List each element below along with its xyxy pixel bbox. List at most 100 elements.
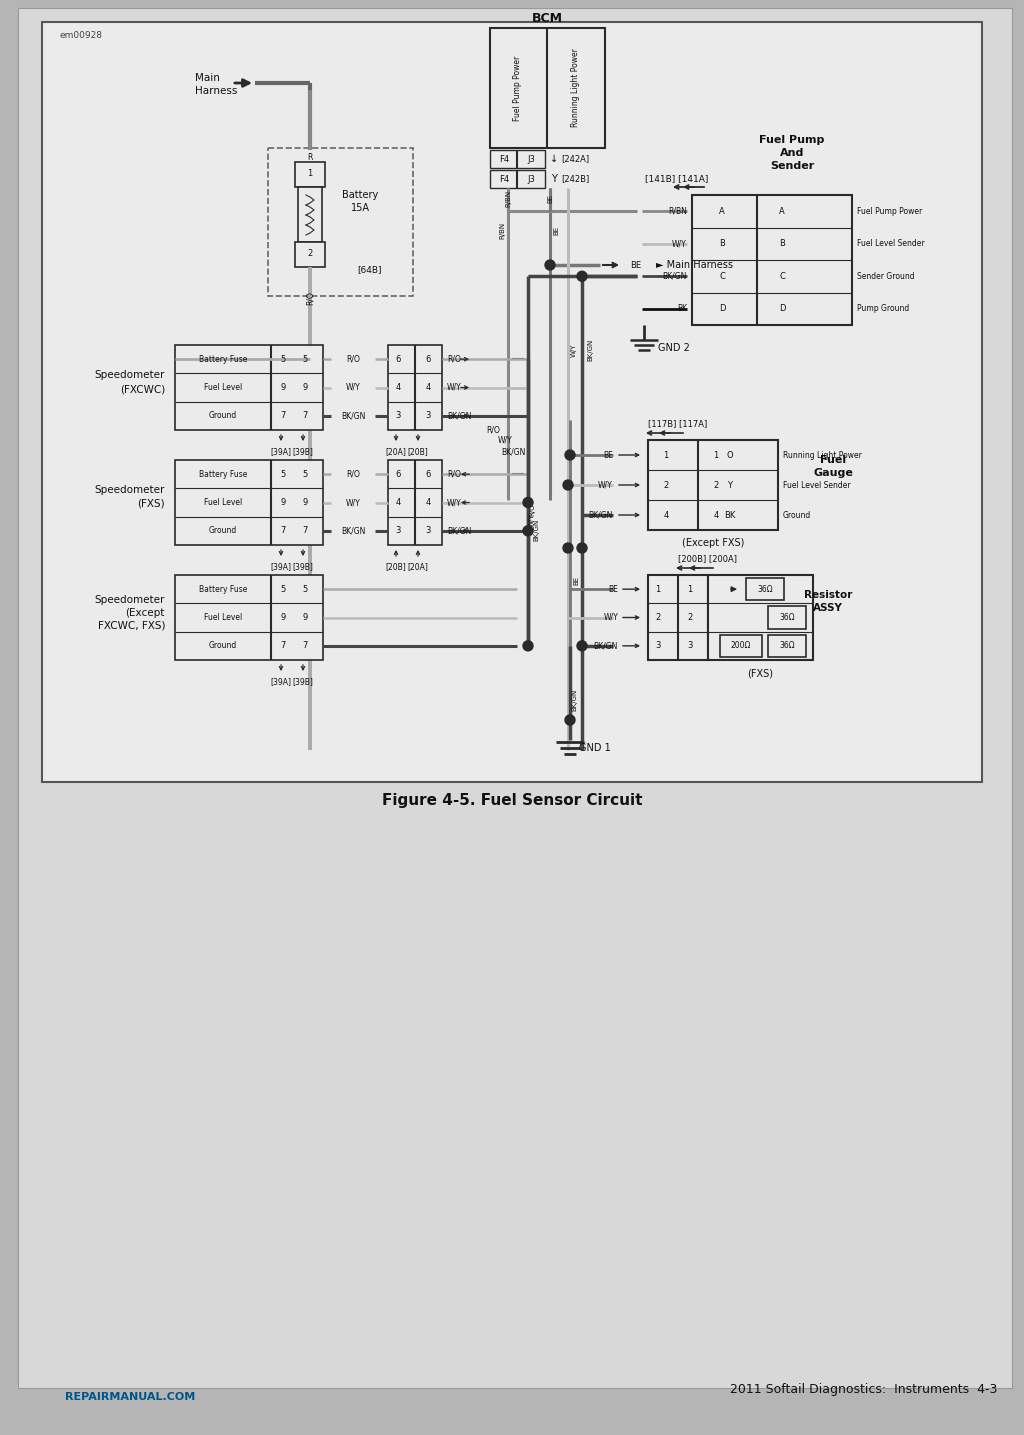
Text: 2: 2	[714, 481, 719, 489]
Text: Ground: Ground	[783, 511, 811, 519]
Text: BK/GN: BK/GN	[341, 412, 366, 420]
Text: 1: 1	[664, 451, 669, 459]
Text: Fuel Level: Fuel Level	[204, 383, 242, 392]
Text: R/O: R/O	[447, 354, 461, 363]
Text: 5: 5	[302, 354, 307, 363]
Text: BK/GN: BK/GN	[341, 527, 366, 535]
Text: Fuel Pump: Fuel Pump	[760, 135, 824, 145]
Text: C: C	[779, 271, 785, 281]
Text: Battery Fuse: Battery Fuse	[199, 469, 247, 479]
Text: Figure 4-5. Fuel Sensor Circuit: Figure 4-5. Fuel Sensor Circuit	[382, 792, 642, 808]
Text: W/Y: W/Y	[571, 343, 577, 357]
Text: 2: 2	[307, 250, 312, 258]
Bar	[490, 151, 545, 168]
Text: Resistor: Resistor	[804, 590, 852, 600]
Text: A: A	[719, 207, 725, 215]
Text: Harness: Harness	[195, 86, 238, 96]
Text: 2: 2	[687, 613, 692, 621]
Text: Ground: Ground	[209, 527, 238, 535]
Text: 4: 4	[664, 511, 669, 519]
Text: Running Light Power: Running Light Power	[783, 451, 862, 459]
Text: [242B]: [242B]	[561, 175, 589, 184]
Text: (FXS): (FXS)	[137, 499, 165, 509]
Text: 4: 4	[714, 511, 719, 519]
Text: 9: 9	[281, 498, 286, 507]
Text: 7: 7	[281, 527, 286, 535]
Text: D: D	[778, 304, 785, 313]
Circle shape	[577, 641, 587, 651]
Bar	[708, 575, 813, 660]
Text: BK/GN: BK/GN	[502, 448, 526, 456]
Text: 9: 9	[302, 383, 307, 392]
Circle shape	[565, 715, 575, 725]
Text: W/Y: W/Y	[447, 498, 462, 507]
Text: Y: Y	[551, 174, 557, 184]
Text: Fuel Level Sender: Fuel Level Sender	[857, 240, 925, 248]
Text: W/Y: W/Y	[346, 498, 360, 507]
Text: And: And	[780, 148, 804, 158]
Text: Ground: Ground	[209, 641, 238, 650]
Text: C: C	[719, 271, 725, 281]
Text: 6: 6	[425, 469, 431, 479]
Circle shape	[565, 451, 575, 461]
Text: [20A]: [20A]	[408, 563, 428, 571]
Bar	[175, 575, 323, 660]
Text: 36Ω: 36Ω	[779, 613, 795, 621]
Text: 5: 5	[281, 354, 286, 363]
Text: R/BN: R/BN	[505, 189, 511, 207]
Text: 5: 5	[281, 469, 286, 479]
Circle shape	[545, 260, 555, 270]
Text: BK/GN: BK/GN	[663, 271, 687, 281]
Text: 3: 3	[425, 412, 431, 420]
Text: 9: 9	[281, 613, 286, 621]
Text: W/Y: W/Y	[598, 481, 613, 489]
Text: BK: BK	[724, 511, 735, 519]
Text: F4: F4	[499, 155, 509, 164]
Text: [39A]: [39A]	[270, 563, 292, 571]
Text: Fuel Pump Power: Fuel Pump Power	[513, 56, 522, 121]
Text: ASSY: ASSY	[813, 603, 843, 613]
Text: 1: 1	[655, 584, 660, 594]
Text: Fuel: Fuel	[820, 455, 846, 465]
Text: 200Ω: 200Ω	[731, 641, 752, 650]
Text: B: B	[779, 240, 785, 248]
Text: Fuel Level: Fuel Level	[204, 498, 242, 507]
Text: R/O: R/O	[346, 354, 360, 363]
Text: O: O	[727, 451, 733, 459]
Text: 7: 7	[281, 412, 286, 420]
Text: Fuel Level: Fuel Level	[204, 613, 242, 621]
Text: 1: 1	[687, 584, 692, 594]
Text: 2011 Softail Diagnostics:  Instruments  4-3: 2011 Softail Diagnostics: Instruments 4-…	[730, 1383, 997, 1396]
Text: R/BN: R/BN	[499, 221, 505, 238]
Text: (FXCWC): (FXCWC)	[120, 385, 165, 395]
Bar	[490, 29, 605, 148]
Text: D: D	[719, 304, 725, 313]
Bar	[648, 441, 778, 530]
Text: 4: 4	[425, 498, 431, 507]
Text: 15A: 15A	[350, 202, 370, 212]
Circle shape	[563, 542, 573, 552]
Text: [39B]: [39B]	[293, 448, 313, 456]
Text: Fuel Pump Power: Fuel Pump Power	[857, 207, 923, 215]
Circle shape	[563, 479, 573, 489]
Text: [242A]: [242A]	[561, 155, 589, 164]
Text: 5: 5	[302, 584, 307, 594]
Text: BK/GN: BK/GN	[447, 412, 471, 420]
Text: R/O: R/O	[305, 291, 314, 306]
Text: 7: 7	[281, 641, 286, 650]
Text: J3: J3	[527, 155, 535, 164]
Text: (Except: (Except	[126, 608, 165, 618]
Bar	[388, 344, 442, 430]
Text: 9: 9	[281, 383, 286, 392]
Text: [200B] [200A]: [200B] [200A]	[679, 554, 737, 564]
Bar	[175, 461, 323, 545]
Text: BK: BK	[677, 304, 687, 313]
Bar	[295, 243, 325, 267]
Text: 5: 5	[281, 584, 286, 594]
Text: W/Y: W/Y	[672, 240, 687, 248]
Text: BE: BE	[608, 584, 618, 594]
Text: BK/GN: BK/GN	[534, 519, 539, 541]
Text: [39A]: [39A]	[270, 677, 292, 686]
Text: BE: BE	[603, 451, 613, 459]
Text: [39B]: [39B]	[293, 563, 313, 571]
